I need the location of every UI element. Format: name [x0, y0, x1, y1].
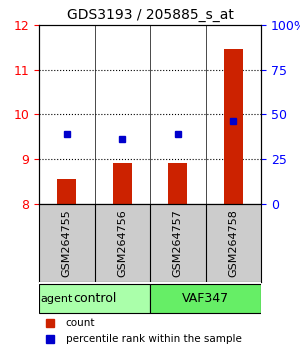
Text: agent: agent: [40, 293, 73, 304]
Text: percentile rank within the sample: percentile rank within the sample: [66, 334, 242, 344]
Text: count: count: [66, 318, 95, 328]
Text: GSM264757: GSM264757: [173, 209, 183, 277]
Bar: [57, 179, 76, 204]
Text: VAF347: VAF347: [182, 292, 229, 305]
Title: GDS3193 / 205885_s_at: GDS3193 / 205885_s_at: [67, 8, 233, 22]
FancyBboxPatch shape: [39, 284, 150, 313]
Text: control: control: [73, 292, 116, 305]
Text: GSM264755: GSM264755: [62, 209, 72, 277]
Text: GSM264756: GSM264756: [117, 209, 127, 277]
Bar: [112, 164, 132, 204]
FancyBboxPatch shape: [150, 284, 261, 313]
Text: GSM264758: GSM264758: [228, 209, 238, 277]
Bar: [224, 50, 243, 204]
Bar: [168, 164, 188, 204]
